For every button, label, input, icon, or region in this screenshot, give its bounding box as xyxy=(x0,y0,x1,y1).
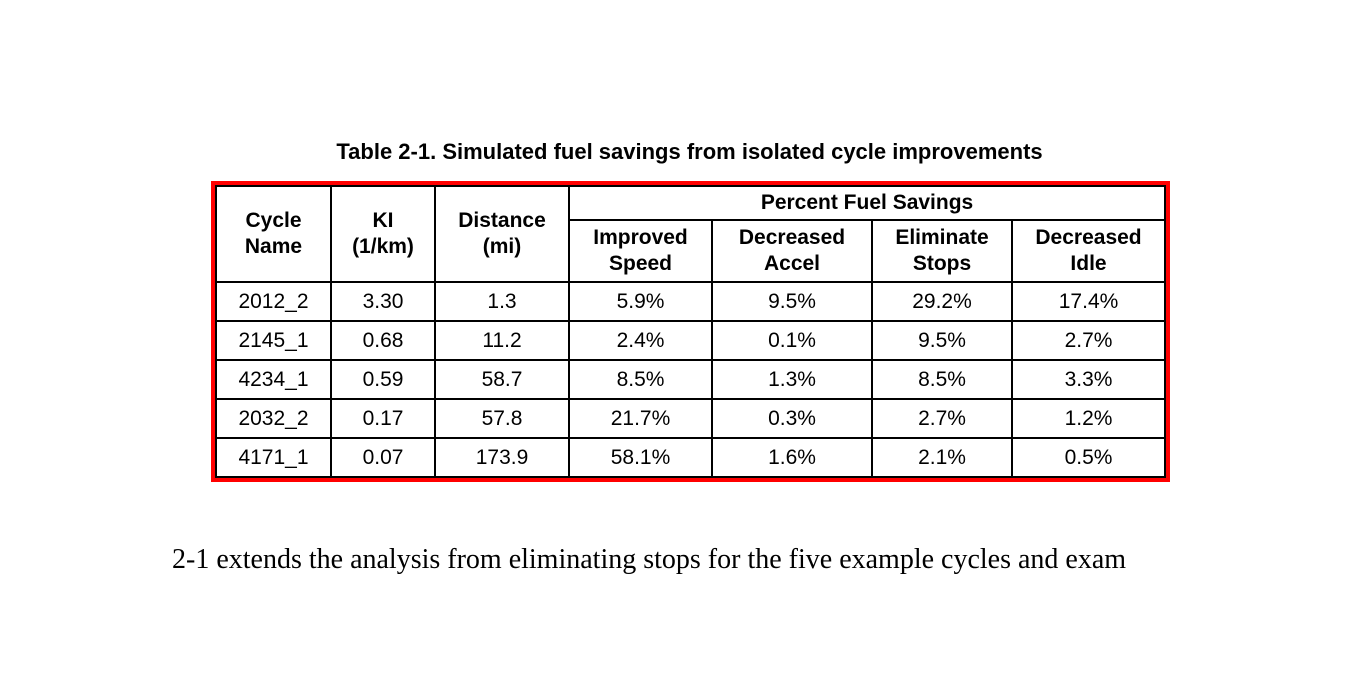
header-row-sub: Improved Speed Decreased Accel Eliminate… xyxy=(216,219,1167,283)
col-header-cycle-name: Cycle Name xyxy=(215,185,332,283)
cell-decreased-accel: 0.1% xyxy=(711,320,873,361)
cell-eliminate-stops: 2.7% xyxy=(871,398,1013,439)
cell-cycle-name: 2032_2 xyxy=(215,398,332,439)
table-row: 2032_2 0.17 57.8 21.7% 0.3% 2.7% 1.2% xyxy=(215,398,1167,439)
cell-distance: 58.7 xyxy=(434,359,570,400)
cell-ki: 0.68 xyxy=(330,320,436,361)
cell-distance: 57.8 xyxy=(434,398,570,439)
body-text-line: 2-1 extends the analysis from eliminatin… xyxy=(172,544,1127,575)
cell-decreased-accel: 9.5% xyxy=(711,281,873,322)
cell-cycle-name: 4171_1 xyxy=(215,437,332,478)
table-row: 4171_1 0.07 173.9 58.1% 1.6% 2.1% 0.5% xyxy=(215,437,1167,478)
cell-improved-speed: 5.9% xyxy=(568,281,713,322)
header-row-group: Cycle Name KI (1/km) Distance (mi) Perce… xyxy=(215,185,1167,283)
col-header-eliminate-stops: Eliminate Stops xyxy=(871,219,1013,283)
cell-improved-speed: 21.7% xyxy=(568,398,713,439)
cell-cycle-name: 2012_2 xyxy=(215,281,332,322)
cell-ki: 0.07 xyxy=(330,437,436,478)
cell-cycle-name: 2145_1 xyxy=(215,320,332,361)
table-highlight-frame: Cycle Name KI (1/km) Distance (mi) Perce… xyxy=(211,181,1171,482)
cell-improved-speed: 8.5% xyxy=(568,359,713,400)
cell-improved-speed: 58.1% xyxy=(568,437,713,478)
cell-distance: 1.3 xyxy=(434,281,570,322)
cell-eliminate-stops: 8.5% xyxy=(871,359,1013,400)
cell-eliminate-stops: 9.5% xyxy=(871,320,1013,361)
table-row: 2012_2 3.30 1.3 5.9% 9.5% 29.2% 17.4% xyxy=(215,281,1167,322)
table-caption: Table 2-1. Simulated fuel savings from i… xyxy=(336,139,1043,164)
cell-ki: 0.17 xyxy=(330,398,436,439)
fuel-savings-table: Cycle Name KI (1/km) Distance (mi) Perce… xyxy=(215,185,1167,478)
cell-decreased-accel: 1.3% xyxy=(711,359,873,400)
cell-decreased-idle: 17.4% xyxy=(1010,281,1167,322)
cell-decreased-idle: 0.5% xyxy=(1010,437,1167,478)
cell-improved-speed: 2.4% xyxy=(568,320,713,361)
col-header-decreased-accel: Decreased Accel xyxy=(711,219,873,283)
cell-decreased-accel: 1.6% xyxy=(711,437,873,478)
col-header-distance: Distance (mi) xyxy=(434,185,570,283)
col-header-ki: KI (1/km) xyxy=(330,185,436,283)
col-group-header-percent-fuel-savings: Percent Fuel Savings xyxy=(567,185,1167,221)
cell-decreased-accel: 0.3% xyxy=(711,398,873,439)
cell-cycle-name: 4234_1 xyxy=(215,359,332,400)
cell-distance: 11.2 xyxy=(434,320,570,361)
table-row: 2145_1 0.68 11.2 2.4% 0.1% 9.5% 2.7% xyxy=(215,320,1167,361)
cell-decreased-idle: 2.7% xyxy=(1010,320,1167,361)
cell-decreased-idle: 3.3% xyxy=(1010,359,1167,400)
cell-decreased-idle: 1.2% xyxy=(1010,398,1167,439)
col-header-improved-speed: Improved Speed xyxy=(568,219,713,283)
col-header-decreased-idle: Decreased Idle xyxy=(1010,219,1167,283)
table-row: 4234_1 0.59 58.7 8.5% 1.3% 8.5% 3.3% xyxy=(215,359,1167,400)
cell-ki: 3.30 xyxy=(330,281,436,322)
cell-distance: 173.9 xyxy=(434,437,570,478)
cell-eliminate-stops: 2.1% xyxy=(871,437,1013,478)
cell-ki: 0.59 xyxy=(330,359,436,400)
cell-eliminate-stops: 29.2% xyxy=(871,281,1013,322)
